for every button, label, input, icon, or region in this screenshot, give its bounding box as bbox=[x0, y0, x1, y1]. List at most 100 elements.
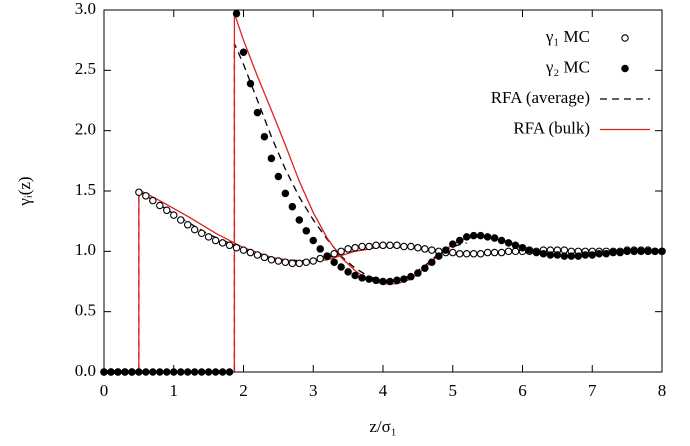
legend-label: γ₂ MC bbox=[545, 57, 590, 76]
x-tick-label: 3 bbox=[309, 381, 318, 400]
marker bbox=[239, 246, 248, 254]
marker bbox=[623, 247, 631, 256]
marker bbox=[483, 233, 492, 241]
marker bbox=[281, 258, 290, 266]
marker bbox=[630, 247, 638, 256]
x-tick-label: 4 bbox=[379, 381, 388, 400]
y-axis-label: γᵢ(z) bbox=[15, 176, 34, 206]
marker bbox=[351, 271, 359, 280]
marker bbox=[428, 258, 436, 266]
marker bbox=[588, 251, 596, 259]
legend-label: γ₁ MC bbox=[545, 27, 590, 46]
x-axis-label: z/σ₁ bbox=[369, 417, 396, 436]
marker bbox=[414, 243, 422, 252]
legend-label: RFA (average) bbox=[491, 88, 590, 107]
marker bbox=[448, 240, 457, 248]
marker bbox=[176, 216, 185, 224]
marker bbox=[372, 241, 380, 250]
marker bbox=[560, 246, 569, 254]
marker bbox=[358, 242, 366, 251]
marker bbox=[274, 257, 283, 265]
marker bbox=[135, 188, 143, 196]
marker bbox=[525, 246, 534, 254]
marker bbox=[295, 216, 304, 224]
marker bbox=[190, 225, 199, 234]
y-tick-label: 3.0 bbox=[75, 0, 96, 18]
x-tick-label: 2 bbox=[239, 381, 248, 400]
y-tick-label: 0.0 bbox=[75, 361, 96, 380]
x-tick-label: 8 bbox=[658, 381, 667, 400]
x-tick-label: 6 bbox=[518, 381, 527, 400]
marker bbox=[365, 275, 373, 283]
marker bbox=[532, 248, 541, 257]
marker bbox=[232, 243, 241, 252]
marker bbox=[511, 247, 520, 256]
marker bbox=[455, 236, 464, 245]
marker bbox=[386, 277, 394, 286]
marker bbox=[476, 249, 485, 258]
marker bbox=[204, 233, 213, 241]
y-tick-label: 2.5 bbox=[75, 59, 96, 78]
marker bbox=[253, 251, 262, 259]
marker bbox=[379, 277, 387, 286]
marker bbox=[462, 249, 471, 258]
plot-frame bbox=[103, 9, 663, 373]
marker bbox=[330, 258, 338, 266]
marker bbox=[260, 132, 269, 141]
marker bbox=[246, 248, 255, 257]
marker bbox=[386, 241, 394, 250]
marker bbox=[309, 257, 317, 265]
marker bbox=[211, 236, 220, 245]
marker bbox=[225, 241, 234, 250]
marker bbox=[553, 251, 562, 259]
marker bbox=[344, 268, 352, 276]
marker bbox=[490, 248, 499, 257]
legend-label: RFA (bulk) bbox=[513, 118, 590, 137]
legend-marker bbox=[621, 34, 629, 42]
marker bbox=[267, 256, 276, 264]
marker bbox=[574, 252, 583, 260]
marker bbox=[274, 172, 283, 181]
marker bbox=[288, 259, 297, 268]
x-tick-label: 5 bbox=[449, 381, 458, 400]
marker bbox=[616, 248, 624, 257]
marker bbox=[504, 239, 513, 247]
marker bbox=[421, 245, 429, 253]
marker bbox=[407, 242, 415, 251]
marker bbox=[330, 249, 338, 258]
marker bbox=[400, 275, 408, 283]
legend-marker bbox=[621, 64, 629, 73]
marker bbox=[469, 249, 478, 258]
marker bbox=[497, 236, 506, 245]
marker bbox=[476, 231, 485, 240]
marker bbox=[316, 245, 324, 253]
marker bbox=[455, 249, 464, 258]
marker bbox=[644, 247, 652, 256]
marker bbox=[183, 221, 192, 229]
marker bbox=[232, 9, 241, 18]
marker bbox=[448, 248, 457, 257]
y-tick-label: 0.5 bbox=[75, 301, 96, 320]
marker bbox=[309, 236, 317, 245]
marker bbox=[483, 248, 492, 257]
marker bbox=[149, 196, 157, 205]
marker bbox=[218, 239, 227, 247]
marker bbox=[197, 229, 206, 237]
marker bbox=[435, 252, 443, 260]
marker bbox=[595, 249, 603, 258]
marker bbox=[337, 263, 345, 271]
marker bbox=[316, 254, 324, 263]
marker bbox=[337, 247, 345, 256]
marker bbox=[400, 242, 408, 251]
marker bbox=[393, 241, 401, 250]
y-tick-label: 2.0 bbox=[75, 120, 96, 139]
marker bbox=[365, 242, 373, 251]
marker bbox=[407, 272, 415, 281]
marker bbox=[651, 247, 659, 256]
x-tick-label: 7 bbox=[588, 381, 597, 400]
marker bbox=[260, 253, 269, 262]
y-tick-label: 1.0 bbox=[75, 240, 96, 259]
marker bbox=[637, 247, 645, 256]
marker bbox=[581, 251, 590, 259]
marker bbox=[469, 231, 478, 240]
